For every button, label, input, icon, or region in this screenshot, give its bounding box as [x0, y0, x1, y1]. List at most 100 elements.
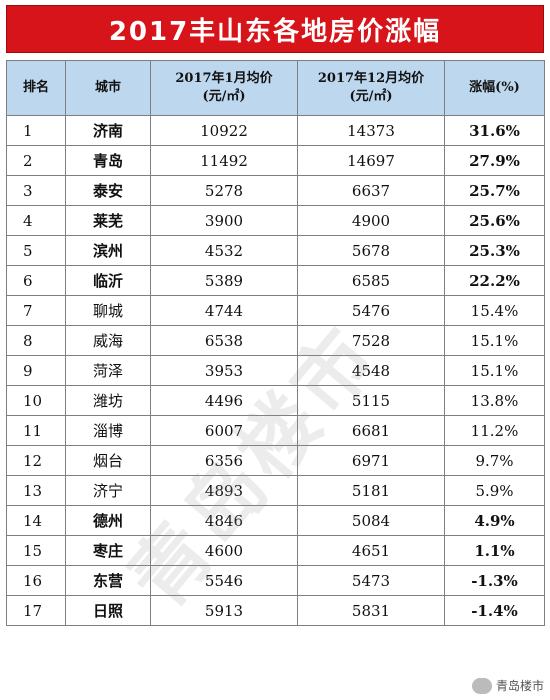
table-row: 10 潍坊 4496 5115 13.8%	[6, 385, 545, 416]
increase-cell: 15.1%	[444, 355, 545, 386]
city-cell: 枣庄	[65, 535, 151, 566]
city-cell: 济南	[65, 115, 151, 146]
city-cell: 日照	[65, 595, 151, 626]
header-city: 城市	[65, 60, 151, 116]
increase-cell: 27.9%	[444, 145, 545, 176]
increase-cell: 1.1%	[444, 535, 545, 566]
table-header-row: 排名 城市 2017年1月均价 (元/㎡) 2017年12月均价 (元/㎡) 涨幅(…	[6, 60, 545, 116]
increase-cell: -1.3%	[444, 565, 545, 596]
dec-price-cell: 14373	[297, 115, 445, 146]
increase-cell: 15.1%	[444, 325, 545, 356]
city-cell: 青岛	[65, 145, 151, 176]
header-rank: 排名	[6, 60, 66, 116]
jan-price-cell: 6538	[150, 325, 298, 356]
table-row: 16 东营 5546 5473 -1.3%	[6, 565, 545, 596]
wechat-icon	[471, 677, 492, 694]
city-cell: 泰安	[65, 175, 151, 206]
table-row: 15 枣庄 4600 4651 1.1%	[6, 535, 545, 566]
increase-cell: 9.7%	[444, 445, 545, 476]
jan-price-cell: 6356	[150, 445, 298, 476]
dec-price-cell: 6681	[297, 415, 445, 446]
title-banner: 2017丰山东各地房价涨幅	[6, 5, 544, 53]
table-row: 3 泰安 5278 6637 25.7%	[6, 175, 545, 206]
rank-cell: 11	[6, 415, 66, 446]
jan-price-cell: 11492	[150, 145, 298, 176]
table-row: 2 青岛 11492 14697 27.9%	[6, 145, 545, 176]
jan-price-cell: 5389	[150, 265, 298, 296]
rank-cell: 17	[6, 595, 66, 626]
increase-cell: 15.4%	[444, 295, 545, 326]
jan-price-cell: 4893	[150, 475, 298, 506]
increase-cell: 22.2%	[444, 265, 545, 296]
dec-price-cell: 5181	[297, 475, 445, 506]
dec-price-cell: 7528	[297, 325, 445, 356]
rank-cell: 13	[6, 475, 66, 506]
jan-price-cell: 6007	[150, 415, 298, 446]
city-cell: 淄博	[65, 415, 151, 446]
table-row: 9 菏泽 3953 4548 15.1%	[6, 355, 545, 386]
jan-price-cell: 5546	[150, 565, 298, 596]
increase-cell: 25.7%	[444, 175, 545, 206]
city-cell: 潍坊	[65, 385, 151, 416]
dec-price-cell: 4651	[297, 535, 445, 566]
rank-cell: 14	[6, 505, 66, 536]
city-cell: 临沂	[65, 265, 151, 296]
jan-price-cell: 10922	[150, 115, 298, 146]
dec-price-cell: 4548	[297, 355, 445, 386]
table-row: 4 莱芜 3900 4900 25.6%	[6, 205, 545, 236]
rank-cell: 8	[6, 325, 66, 356]
rank-cell: 12	[6, 445, 66, 476]
rank-cell: 9	[6, 355, 66, 386]
source-mark: 青岛楼市	[471, 677, 544, 694]
dec-price-cell: 5831	[297, 595, 445, 626]
jan-price-cell: 5278	[150, 175, 298, 206]
jan-price-cell: 4496	[150, 385, 298, 416]
rank-cell: 5	[6, 235, 66, 266]
dec-price-cell: 5473	[297, 565, 445, 596]
city-cell: 德州	[65, 505, 151, 536]
table-row: 1 济南 10922 14373 31.6%	[6, 115, 545, 146]
table-row: 7 聊城 4744 5476 15.4%	[6, 295, 545, 326]
rank-cell: 3	[6, 175, 66, 206]
table-row: 8 威海 6538 7528 15.1%	[6, 325, 545, 356]
dec-price-cell: 5476	[297, 295, 445, 326]
table-row: 13 济宁 4893 5181 5.9%	[6, 475, 545, 506]
table-row: 5 滨州 4532 5678 25.3%	[6, 235, 545, 266]
table-row: 12 烟台 6356 6971 9.7%	[6, 445, 545, 476]
rank-cell: 6	[6, 265, 66, 296]
city-cell: 菏泽	[65, 355, 151, 386]
rank-cell: 4	[6, 205, 66, 236]
jan-price-cell: 5913	[150, 595, 298, 626]
rank-cell: 2	[6, 145, 66, 176]
increase-cell: 25.6%	[444, 205, 545, 236]
jan-price-cell: 4600	[150, 535, 298, 566]
rank-cell: 7	[6, 295, 66, 326]
city-cell: 烟台	[65, 445, 151, 476]
jan-price-cell: 4532	[150, 235, 298, 266]
city-cell: 莱芜	[65, 205, 151, 236]
increase-cell: 11.2%	[444, 415, 545, 446]
source-mark-text: 青岛楼市	[495, 679, 544, 693]
rank-cell: 15	[6, 535, 66, 566]
table-row: 11 淄博 6007 6681 11.2%	[6, 415, 545, 446]
rank-cell: 10	[6, 385, 66, 416]
city-cell: 威海	[65, 325, 151, 356]
dec-price-cell: 4900	[297, 205, 445, 236]
page-title: 2017丰山东各地房价涨幅	[108, 16, 442, 47]
jan-price-cell: 3953	[150, 355, 298, 386]
dec-price-cell: 6971	[297, 445, 445, 476]
table-row: 6 临沂 5389 6585 22.2%	[6, 265, 545, 296]
increase-cell: 31.6%	[444, 115, 545, 146]
house-price-table: 排名 城市 2017年1月均价 (元/㎡) 2017年12月均价 (元/㎡) 涨幅(…	[6, 60, 545, 626]
jan-price-cell: 4846	[150, 505, 298, 536]
dec-price-cell: 5678	[297, 235, 445, 266]
increase-cell: 5.9%	[444, 475, 545, 506]
jan-price-cell: 4744	[150, 295, 298, 326]
increase-cell: 4.9%	[444, 505, 545, 536]
city-cell: 聊城	[65, 295, 151, 326]
jan-price-cell: 3900	[150, 205, 298, 236]
table-body: 1 济南 10922 14373 31.6% 2 青岛 11492 14697 27.9% 3 泰安 5…	[6, 115, 545, 626]
rank-cell: 1	[6, 115, 66, 146]
city-cell: 东营	[65, 565, 151, 596]
increase-cell: -1.4%	[444, 595, 545, 626]
